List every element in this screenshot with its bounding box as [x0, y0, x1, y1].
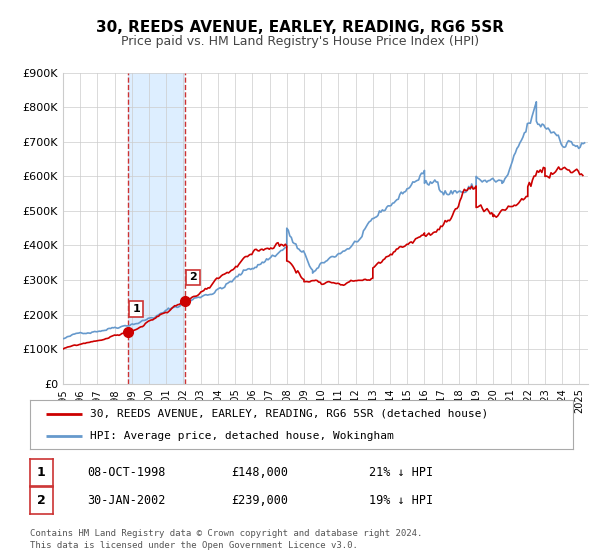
Bar	[128, 73, 185, 384]
Text: HPI: Average price, detached house, Wokingham: HPI: Average price, detached house, Woki…	[90, 431, 394, 441]
Text: Price paid vs. HM Land Registry's House Price Index (HPI): Price paid vs. HM Land Registry's House …	[121, 35, 479, 48]
Text: 08-OCT-1998: 08-OCT-1998	[87, 465, 166, 479]
Text: 21% ↓ HPI: 21% ↓ HPI	[369, 465, 433, 479]
Text: 30-JAN-2002: 30-JAN-2002	[87, 494, 166, 507]
Text: £239,000: £239,000	[231, 494, 288, 507]
Text: 2: 2	[189, 272, 197, 282]
Text: £148,000: £148,000	[231, 465, 288, 479]
Text: This data is licensed under the Open Government Licence v3.0.: This data is licensed under the Open Gov…	[30, 542, 358, 550]
Text: 30, REEDS AVENUE, EARLEY, READING, RG6 5SR (detached house): 30, REEDS AVENUE, EARLEY, READING, RG6 5…	[90, 409, 488, 419]
Text: 2: 2	[37, 494, 46, 507]
Text: Contains HM Land Registry data © Crown copyright and database right 2024.: Contains HM Land Registry data © Crown c…	[30, 529, 422, 538]
Text: 1: 1	[132, 304, 140, 314]
Text: 30, REEDS AVENUE, EARLEY, READING, RG6 5SR: 30, REEDS AVENUE, EARLEY, READING, RG6 5…	[96, 20, 504, 35]
Text: 19% ↓ HPI: 19% ↓ HPI	[369, 494, 433, 507]
Text: 1: 1	[37, 465, 46, 479]
